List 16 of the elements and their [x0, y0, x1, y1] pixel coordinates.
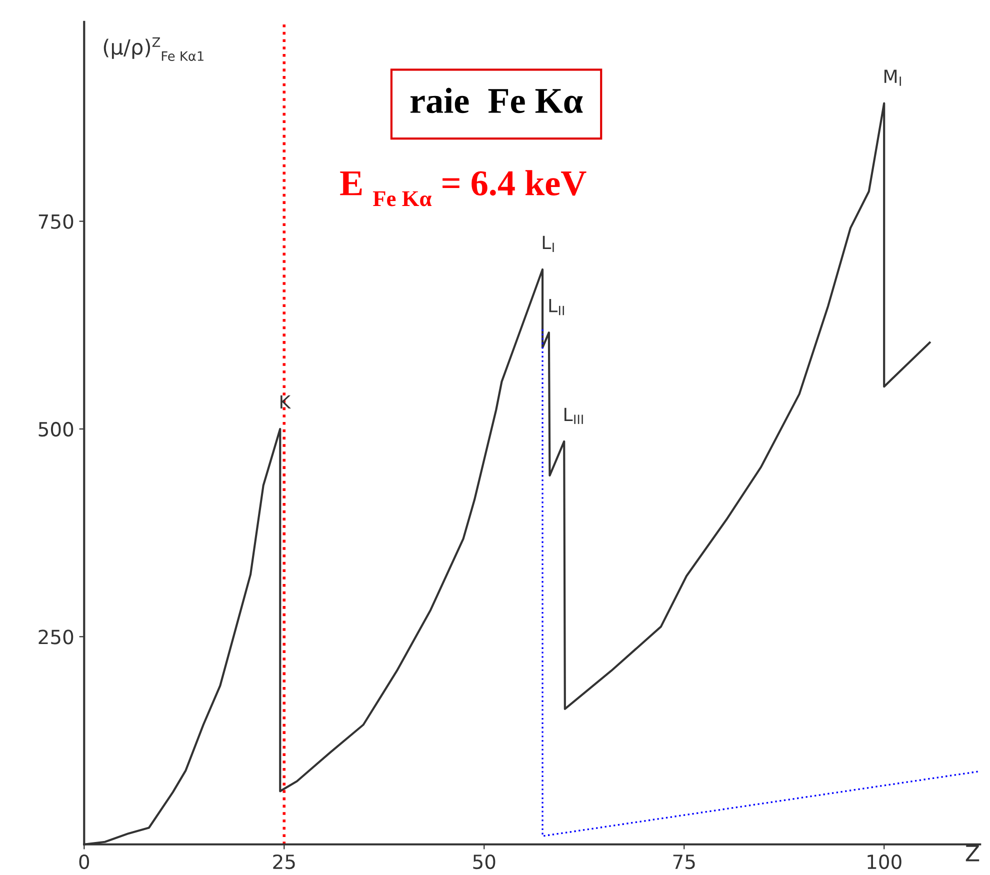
x-tick-label: 100	[868, 854, 902, 870]
x-tick-label: 75	[673, 854, 695, 870]
y-tick-label: 500	[38, 422, 74, 437]
text: E Fe Kα = 6.4 keV	[340, 170, 586, 206]
x-tick-label: 50	[473, 854, 496, 870]
x-tick-label: 25	[273, 854, 295, 870]
annotation: K	[280, 395, 291, 409]
y-tick-label: 750	[38, 214, 74, 229]
annotation: L$_{II}$	[549, 298, 564, 316]
annotation: L$_{III}$	[564, 408, 583, 424]
text: raie Fe Kα	[410, 88, 583, 114]
annotation: L$_{I}$	[542, 236, 554, 252]
annotation: M$_{I}$	[884, 70, 901, 86]
x-axis-title: Z	[966, 845, 980, 862]
x-tick-label: 0	[79, 854, 90, 870]
y-tick-label: 250	[38, 630, 74, 644]
